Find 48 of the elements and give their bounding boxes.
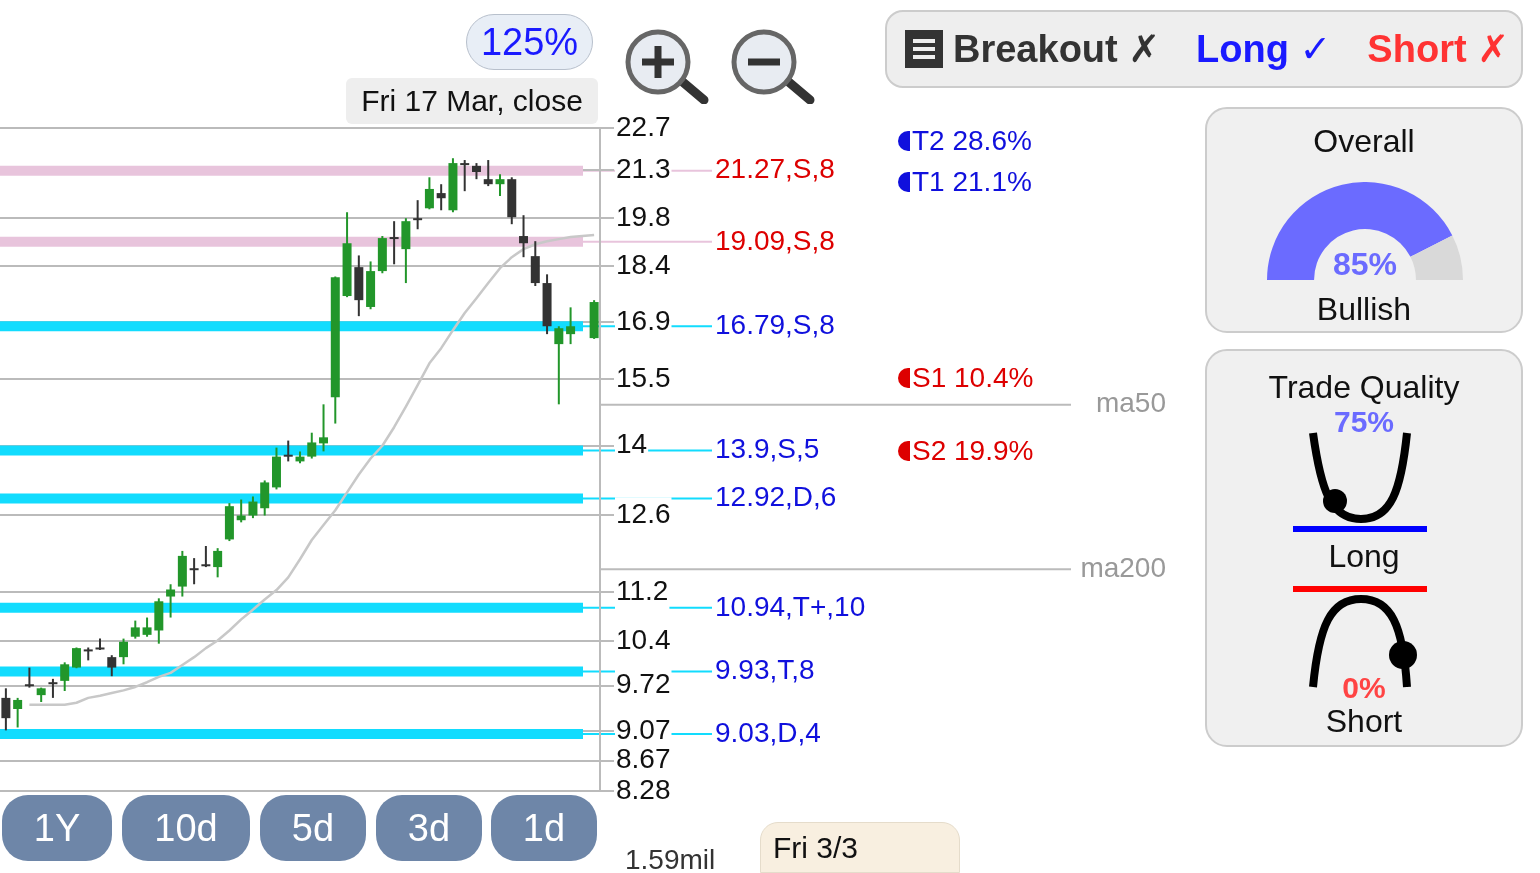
text: Short <box>1324 703 1404 740</box>
text: 125% <box>466 14 593 70</box>
text: 10d <box>122 795 250 861</box>
data-label: 85% <box>1332 245 1398 282</box>
ref-line-label: 16.79,S,8 <box>715 308 835 340</box>
chart-title: Overall <box>1312 123 1416 160</box>
ref-line-label: 9.03,D,4 <box>715 716 821 748</box>
text: S2 19.9% <box>912 435 1034 467</box>
ref-line-label: 19.09,S,8 <box>715 224 835 256</box>
text: Fri 17 Mar, close <box>346 78 598 124</box>
text: T2 28.6% <box>912 125 1032 157</box>
text: Short ✗ <box>1367 27 1509 71</box>
text: 1Y <box>2 795 112 861</box>
text: T1 21.1% <box>912 166 1032 198</box>
y-tick-label: 8.28 <box>616 773 671 805</box>
y-tick-label: 18.4 <box>616 248 671 280</box>
y-tick-label: 19.8 <box>616 200 671 232</box>
y-tick-label: 9.07 <box>616 713 671 745</box>
y-tick-label: 8.67 <box>616 743 671 775</box>
text: Bullish <box>1315 291 1413 328</box>
text: Long <box>1327 538 1401 575</box>
text: Breakout ✗ <box>953 27 1161 71</box>
text: Long ✓ <box>1196 27 1332 71</box>
ref-line-label: 12.92,D,6 <box>715 481 837 513</box>
y-tick-label: 10.4 <box>616 623 671 655</box>
ref-line-label: 13.9,S,5 <box>715 433 820 465</box>
text: Trade Quality <box>1267 369 1461 406</box>
text: 1.59mil <box>625 844 716 873</box>
y-tick-label: 16.9 <box>616 304 671 336</box>
y-tick-label: 11.2 <box>616 575 669 607</box>
ref-line-label: ma200 <box>1080 552 1166 584</box>
text: Fri 3/3 <box>760 822 960 873</box>
y-tick-label: 9.72 <box>616 668 671 700</box>
ref-line-label: 10.94,T+,10 <box>715 590 866 622</box>
text: 0% <box>1341 671 1387 705</box>
y-tick-label: 21.3 <box>616 152 671 184</box>
text: S1 10.4% <box>912 362 1034 394</box>
ref-line-label: 21.27,S,8 <box>715 153 835 185</box>
y-tick-label: 14 <box>616 428 648 460</box>
text: 5d <box>260 795 366 861</box>
text: 3d <box>376 795 482 861</box>
ref-line-label: ma50 <box>1095 387 1166 419</box>
ref-line-label: 9.93,T,8 <box>715 654 815 686</box>
text: 1d <box>491 795 597 861</box>
y-tick-label: 12.6 <box>616 497 671 529</box>
text: 75% <box>1332 405 1395 439</box>
y-tick-label: 22.7 <box>616 110 671 142</box>
y-tick-label: 15.5 <box>616 361 671 393</box>
